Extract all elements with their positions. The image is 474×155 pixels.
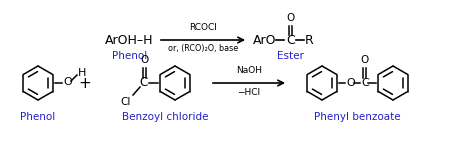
Text: C: C — [361, 78, 369, 88]
Text: or, (RCO)₂O, base: or, (RCO)₂O, base — [168, 44, 238, 53]
Text: C: C — [286, 33, 295, 46]
Text: −HCl: −HCl — [237, 88, 261, 97]
Text: Phenyl benzoate: Phenyl benzoate — [314, 112, 401, 122]
Text: Benzoyl chloride: Benzoyl chloride — [122, 112, 208, 122]
Text: ArO: ArO — [253, 33, 276, 46]
Text: NaOH: NaOH — [236, 66, 262, 75]
Text: O: O — [286, 13, 295, 23]
Text: ArOH–H: ArOH–H — [104, 33, 153, 46]
Text: Phenol: Phenol — [20, 112, 55, 122]
Text: Phenol: Phenol — [112, 51, 147, 61]
Text: O: O — [140, 55, 149, 65]
Text: Ester: Ester — [276, 51, 303, 61]
Text: O: O — [360, 55, 369, 65]
Text: +: + — [79, 75, 91, 91]
Text: O: O — [63, 77, 72, 87]
Text: R: R — [305, 33, 314, 46]
Text: C: C — [140, 77, 148, 89]
Text: RCOCl: RCOCl — [189, 23, 217, 32]
Text: Cl: Cl — [121, 97, 131, 107]
Text: O: O — [346, 78, 355, 88]
Text: H: H — [78, 68, 86, 78]
